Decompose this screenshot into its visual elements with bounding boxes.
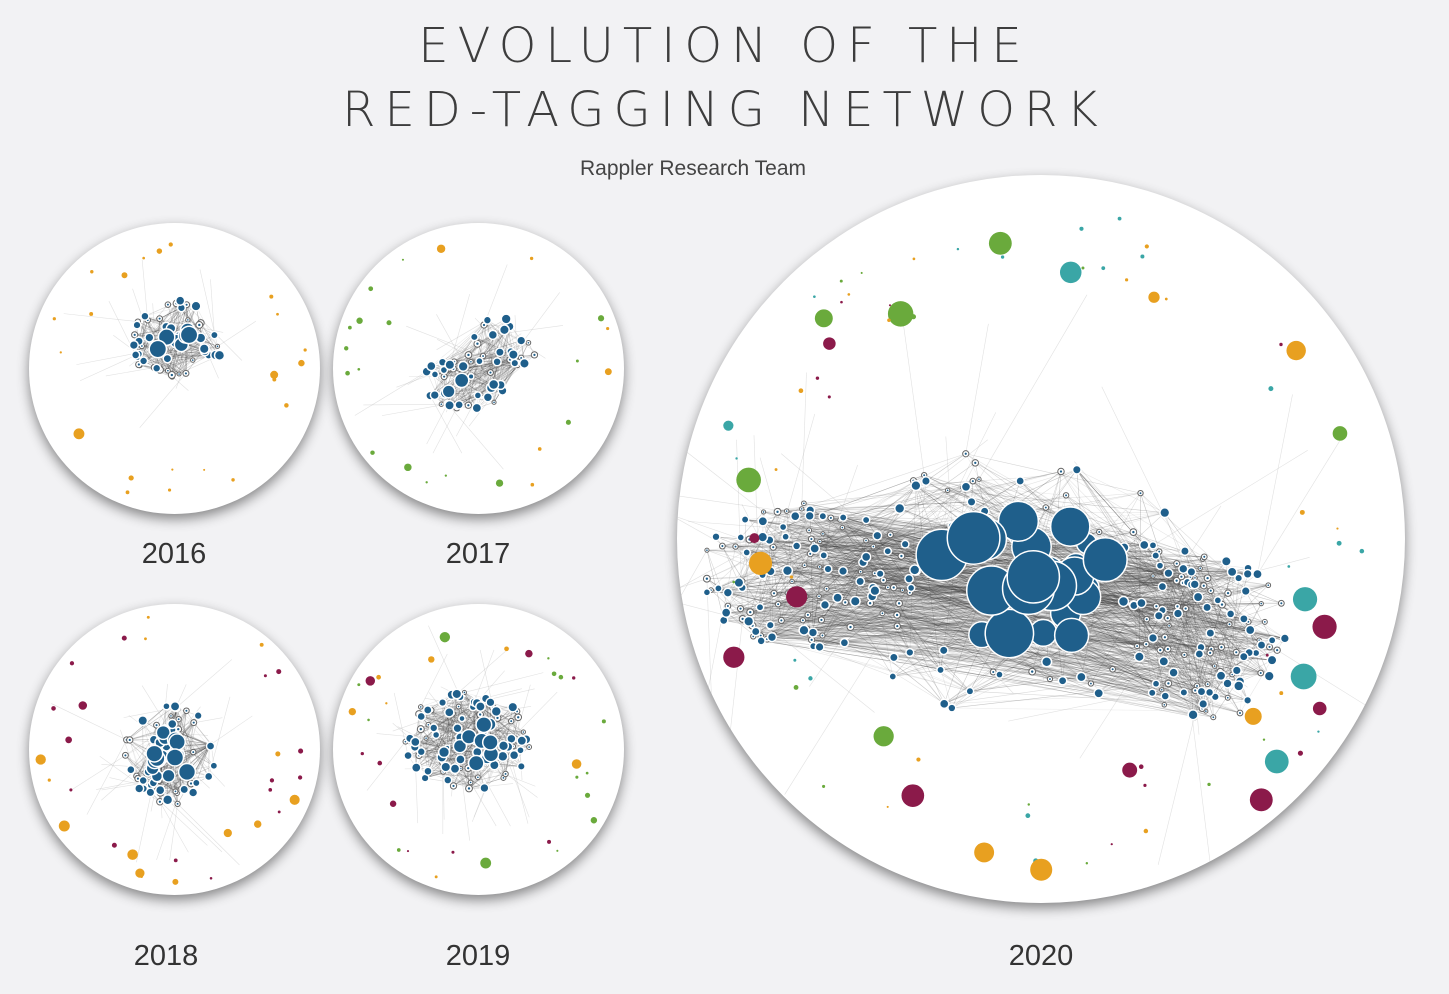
network-panel-2020 (677, 175, 1405, 903)
year-label-2018: 2018 (133, 940, 199, 972)
network-svg-2019 (348, 625, 606, 879)
core-nodes-2016 (128, 295, 226, 380)
network-panel-2019 (333, 604, 624, 895)
core-nodes-2017 (421, 313, 539, 414)
network-panel-2017 (333, 223, 624, 514)
core-nodes-2018 (122, 701, 219, 808)
network-svg-2016 (52, 242, 307, 495)
peripheral-nodes-2020 (723, 216, 1365, 881)
year-label-2019: 2019 (445, 940, 511, 972)
network-panel-2016 (29, 223, 320, 514)
network-panel-2018 (29, 604, 320, 895)
year-label-2020: 2020 (1008, 940, 1074, 972)
page-subtitle: Rappler Research Team (579, 157, 807, 180)
peripheral-nodes-2019 (348, 631, 606, 879)
core-nodes-2019 (402, 688, 533, 794)
page-title-line-2: RED-TAGGING NETWORK (342, 82, 1107, 138)
network-svg-2018 (35, 615, 304, 885)
year-label-2016: 2016 (141, 538, 207, 570)
core-nodes-2020 (702, 450, 1290, 721)
network-svg-2017 (344, 244, 612, 487)
peripheral-nodes-2018 (35, 615, 304, 885)
page-title-line-1: EVOLUTION OF THE (418, 18, 1031, 74)
peripheral-nodes-2017 (344, 244, 612, 487)
network-svg-2020 (677, 216, 1405, 881)
year-label-2017: 2017 (445, 538, 511, 570)
peripheral-nodes-2016 (52, 242, 307, 495)
